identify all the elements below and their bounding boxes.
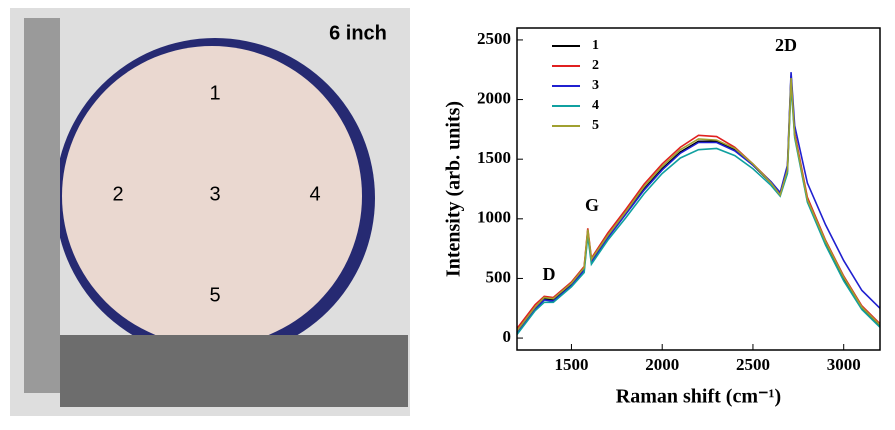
ruler-vertical	[24, 18, 60, 393]
series-line	[516, 85, 881, 335]
peak-label: 2D	[775, 35, 797, 55]
x-axis-label: Raman shift (cm⁻¹)	[616, 386, 781, 408]
legend-label: 2	[592, 58, 599, 73]
x-tick-label: 3000	[827, 355, 861, 374]
y-tick-label: 2500	[477, 29, 511, 48]
point-label: 4	[309, 183, 320, 205]
x-tick-label: 1500	[554, 355, 588, 374]
y-tick-label: 500	[486, 267, 512, 286]
photo: 6 inch	[10, 8, 410, 416]
peak-label: G	[585, 195, 599, 215]
point-label: 1	[209, 82, 220, 104]
wafer-size: 6 inch	[329, 22, 387, 44]
legend-label: 4	[592, 98, 599, 113]
legend-label: 5	[592, 118, 599, 133]
legend-label: 1	[592, 38, 599, 53]
y-tick-label: 1000	[477, 208, 511, 227]
ruler-horizontal	[60, 335, 408, 407]
y-tick-label: 1500	[477, 148, 511, 167]
legend-label: 3	[592, 78, 599, 93]
series-line	[516, 72, 881, 334]
point-label: 5	[209, 284, 220, 306]
peak-label: D	[543, 264, 556, 284]
x-tick-label: 2000	[645, 355, 679, 374]
plot-frame	[516, 27, 881, 351]
series-line	[516, 81, 881, 330]
point-label: 3	[209, 183, 220, 205]
y-tick-label: 2000	[477, 88, 511, 107]
y-axis-label: Intensity (arb. units)	[443, 101, 465, 277]
wafer	[62, 46, 362, 346]
x-tick-label: 2500	[736, 355, 770, 374]
y-tick-label: 0	[503, 327, 512, 346]
series-line	[516, 78, 881, 332]
series-line	[516, 75, 881, 333]
point-label: 2	[112, 183, 123, 205]
raman-plot: 1500 2000 2500 3000 0 500 1000 1500 2000 2500 1 2 3 4…	[443, 27, 881, 408]
